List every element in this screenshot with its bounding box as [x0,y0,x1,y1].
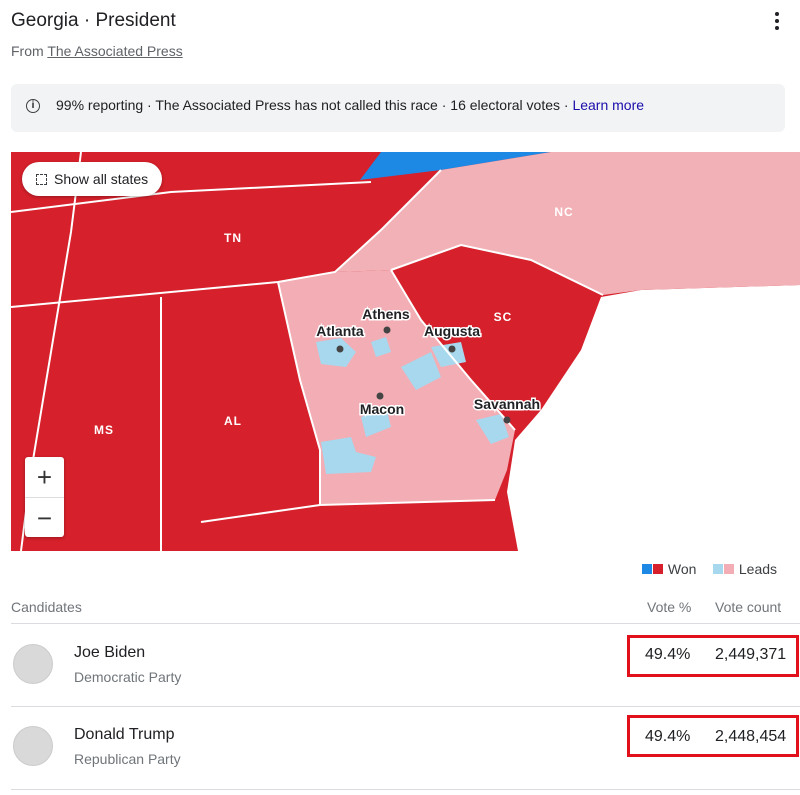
highlight-box [627,635,799,677]
party: Democratic Party [74,669,182,685]
highlight-box [627,715,799,757]
vote-count: 2,449,371 [715,646,787,663]
legend-text: Leads [738,561,778,577]
zoom-in[interactable]: + [36,462,53,492]
show-all-states[interactable]: Show all states [22,162,163,196]
candidate-photo [13,726,53,766]
column-header: Vote % [647,599,692,615]
city-label: Atlanta [316,323,364,339]
state-label: MS [94,423,114,437]
zoom-out[interactable]: − [25,497,64,538]
candidate-name: Joe Biden [74,644,146,661]
vote-pct: 49.4% [645,728,691,745]
source: From The Associated Press [11,43,183,59]
map: NC TN SC MS AL Athens Atlanta Augusta Ma… [11,152,800,551]
legend-text: Won [667,561,697,577]
vote-count: 2,448,454 [715,728,787,745]
state-label: NC [554,205,573,219]
source-prefix: From [11,43,44,59]
column-header: Candidates [11,599,82,615]
zoom-controls: + − [25,457,64,537]
candidate-name: Donald Trump [74,726,175,743]
divider [11,706,800,707]
more-menu[interactable] [770,12,784,33]
legend-leads: Leads [713,561,777,577]
race-title: Georgia · President [11,10,176,31]
legend-won: Won [642,561,696,577]
column-header: Vote count [715,599,782,615]
learn-more[interactable]: Learn more [572,97,645,113]
city-label: Savannah [474,396,540,412]
city-label: Athens [362,306,410,322]
city-label: Macon [360,401,404,417]
vote-pct: 49.4% [645,646,691,663]
divider [11,789,800,790]
notice-text: 99% reporting · The Associated Press has… [56,97,569,113]
candidate-photo [13,644,53,684]
state-label: TN [224,231,242,245]
source-link[interactable]: The Associated Press [47,43,183,59]
divider [11,623,800,624]
party: Republican Party [74,751,181,767]
city-label: Augusta [424,323,480,339]
notice: i 99% reporting · The Associated Press ha… [11,84,785,132]
state-label: AL [224,414,242,428]
state-label: SC [494,310,513,324]
